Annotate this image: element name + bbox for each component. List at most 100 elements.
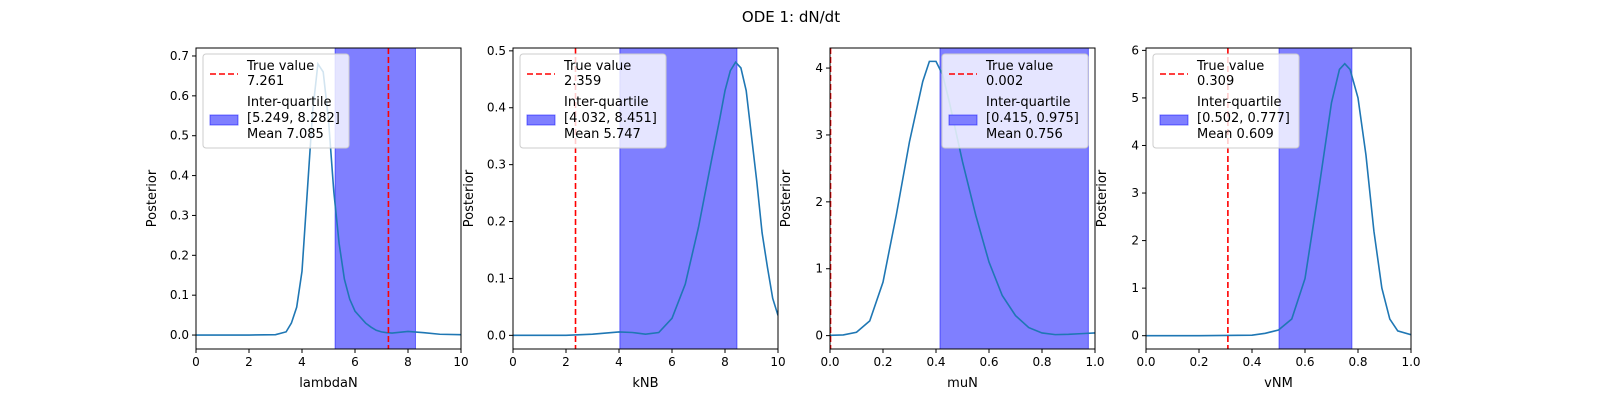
legend-true-value-number: 7.261 [247,74,284,89]
y-tick-label: 0.7 [170,49,189,63]
x-tick-label: 6 [351,355,359,369]
legend-true-value-number: 0.309 [1197,74,1234,89]
x-tick-label: 2 [245,355,253,369]
legend-true-value-number: 2.359 [564,74,601,89]
x-tick-label: 8 [721,355,729,369]
legend-box [202,53,350,149]
legend-inter-quartile-swatch [1159,114,1189,126]
y-tick-label: 6 [1131,43,1139,57]
x-tick-label: 2 [562,355,570,369]
legend-true-value-label: True value [563,59,631,74]
y-tick-label: 0.1 [170,288,189,302]
subplot-muN: 0.0 0.2 0.4 0.6 0.8 1.0 0 1 2 3 4 muN Posterior True … [779,47,1105,391]
y-tick-label: 0.5 [487,44,506,58]
y-tick-label: 0.5 [170,129,189,143]
legend-inter-quartile-label: Inter-quartile [247,95,332,110]
x-tick-label: 1.0 [1085,355,1104,369]
x-tick-label: 10 [770,355,785,369]
y-tick-label: 0 [815,329,823,343]
y-axis-label: Posterior [779,169,794,227]
y-tick-label: 2 [815,195,823,209]
legend-inter-quartile-swatch [526,114,556,126]
x-tick-label: 0.8 [1348,355,1367,369]
axes-frame [195,47,462,350]
x-tick-label: 0.8 [1032,355,1051,369]
y-tick-label: 1 [1131,281,1139,295]
x-tick-label: 1.0 [1401,355,1420,369]
x-tick-label: 4 [298,355,306,369]
axes-frame [1145,47,1412,350]
y-tick-label: 0.4 [487,101,506,115]
x-tick-label: 4 [615,355,623,369]
legend-true-value-number: 0.002 [986,74,1023,89]
x-tick-label: 0.2 [1189,355,1208,369]
legend-box [519,53,667,149]
y-tick-label: 0.3 [170,208,189,222]
y-tick-label: 0.0 [487,328,506,342]
subplot-vNM: 0.0 0.2 0.4 0.6 0.8 1.0 0 1 2 3 4 5 6 vNM Posterior Tru… [1095,43,1421,391]
y-tick-label: 0.2 [170,248,189,262]
x-axis-label: kNB [632,376,658,391]
subplot-lambdaN: 0 2 4 6 8 10 0.0 0.1 0.2 0.3 0.4 0.5 0.6 0.7 lambdaN Po… [145,47,469,391]
x-tick-label: 6 [668,355,676,369]
x-tick-label: 0.0 [1136,355,1155,369]
y-tick-label: 0.3 [487,158,506,172]
x-tick-label: 0.4 [1242,355,1261,369]
y-tick-label: 5 [1131,91,1139,105]
x-axis-label: muN [947,376,978,391]
x-axis-label: lambdaN [299,376,357,391]
y-tick-label: 1 [815,262,823,276]
posterior-curve [513,60,778,337]
y-tick-label: 4 [1131,138,1139,152]
legend-box [941,53,1089,149]
y-tick-label: 3 [1131,186,1139,200]
y-tick-label: 0.4 [170,169,189,183]
y-axis-label: Posterior [462,169,477,227]
x-tick-label: 0.0 [820,355,839,369]
x-tick-label: 0.2 [873,355,892,369]
x-tick-label: 0 [192,355,200,369]
y-axis-label: Posterior [145,169,160,227]
legend-true-value-label: True value [246,59,314,74]
x-tick-label: 0.6 [1295,355,1314,369]
legend-box [1152,53,1300,149]
axes-frame [512,47,779,350]
y-axis-label: Posterior [1095,169,1110,227]
figure-title: ODE 1: dN/dt [742,8,840,26]
legend-mean: Mean 7.085 [247,127,324,142]
y-tick-label: 0.6 [170,89,189,103]
posterior-curve [1146,62,1411,337]
y-tick-label: 3 [815,128,823,142]
legend-true-value-label: True value [1196,59,1264,74]
legend-inter-quartile-label: Inter-quartile [986,95,1071,110]
legend-mean: Mean 0.609 [1197,127,1274,142]
legend-inter-quartile-range: [0.415, 0.975] [986,111,1079,126]
legend-inter-quartile-range: [5.249, 8.282] [247,111,340,126]
x-tick-label: 10 [453,355,468,369]
legend-mean: Mean 0.756 [986,127,1063,142]
y-tick-label: 0 [1131,329,1139,343]
legend-inter-quartile-range: [0.502, 0.777] [1197,111,1290,126]
x-axis-label: vNM [1264,376,1293,391]
y-tick-label: 0.0 [170,328,189,342]
legend-inter-quartile-swatch [209,114,239,126]
legend-inter-quartile-label: Inter-quartile [1197,95,1282,110]
x-tick-label: 0.6 [979,355,998,369]
y-tick-label: 4 [815,61,823,75]
x-tick-label: 0.4 [926,355,945,369]
legend-true-value-label: True value [985,59,1053,74]
y-tick-label: 0.1 [487,271,506,285]
x-tick-label: 0 [509,355,517,369]
x-tick-label: 8 [404,355,412,369]
legend-mean: Mean 5.747 [564,127,641,142]
y-tick-label: 0.2 [487,215,506,229]
legend-inter-quartile-range: [4.032, 8.451] [564,111,657,126]
subplot-kNB: 0 2 4 6 8 10 0.0 0.1 0.2 0.3 0.4 0.5 kNB Posterior Tru… [462,44,786,391]
axes-frame [829,47,1096,350]
legend-inter-quartile-swatch [948,114,978,126]
